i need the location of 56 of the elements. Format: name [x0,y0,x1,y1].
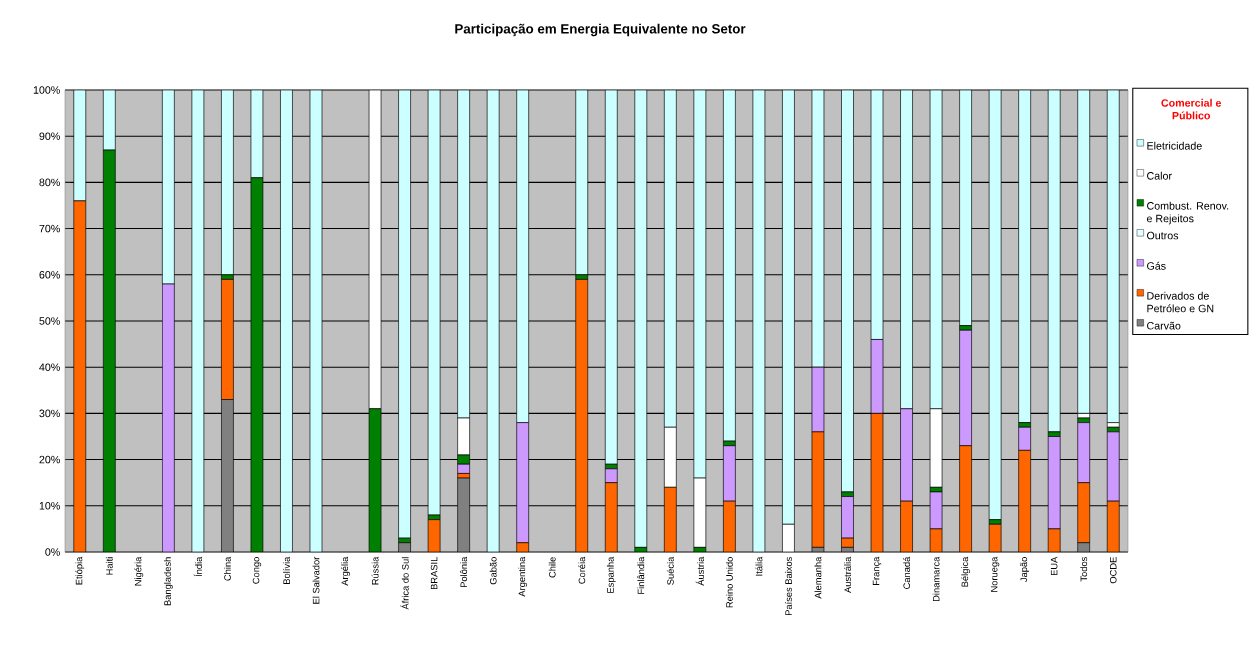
x-tick-label: Suécia [666,556,674,585]
y-tick-label: 80% [39,178,60,187]
x-tick-label: Dinamarca [932,556,940,602]
x-tick-label: Bolívia [283,556,290,584]
y-tick-label: 100% [33,86,60,94]
y-tick-label: 20% [39,455,60,464]
y-tick-label: 50% [39,317,60,325]
x-tick-label: Áustria [695,556,704,586]
legend-label: Eletricidade [1147,141,1202,150]
x-tick-label: Argélia [341,556,350,586]
legend-label: Carvão [1147,321,1181,330]
legend-label: Combust. Renov. e Rejeitos [1146,201,1229,225]
x-tick-label: Japão [1020,557,1029,582]
x-tick-label: Etiópia [75,556,85,585]
x-tick-label: Índia [193,556,202,577]
x-tick-label: França [872,556,882,585]
x-tick-label: Rússia [371,556,379,585]
y-tick-label: 40% [39,363,60,371]
legend-label: Gás [1147,261,1166,270]
legend-label: Outros [1147,231,1179,240]
x-tick-label: Todos [1080,557,1088,582]
x-tick-label: Reino Unido [725,557,733,608]
x-tick-label: África do Sul [400,557,409,610]
x-tick-label: EUA [1050,556,1058,576]
x-tick-label: Argentina [518,556,528,597]
x-tick-label: Bélgica [961,556,971,587]
x-tick-label: Austrália [844,556,851,593]
x-tick-label: Espanha [606,556,616,593]
x-tick-label: Itália [755,556,763,576]
legend-title: Comercial e Público [1161,98,1222,120]
x-tick-label: Países Baixos [784,557,792,616]
x-tick-label: BRASIL [430,557,438,590]
x-tick-label: Congo [252,557,262,584]
x-tick-label: Noruega [990,556,1000,592]
legend-label: Derivados de Petróleo e GN [1147,291,1214,313]
x-tick-label: Chile [548,557,556,578]
x-tick-label: OCDE [1109,557,1117,584]
y-tick-label: 30% [39,409,60,418]
y-tick-label: 10% [39,502,60,510]
x-tick-label: Canadá [903,556,911,589]
x-tick-label: Polônia [460,556,468,588]
x-tick-label: Haiti [105,557,113,575]
x-tick-label: Alemanha [814,556,822,599]
x-tick-label: Coréia [578,556,586,584]
x-tick-label: China [223,556,231,581]
legend-label: Calor [1147,171,1172,180]
chart-title: Participação em Energia Equivalente no Setor [455,23,746,37]
y-tick-label: 70% [39,224,60,233]
x-tick-label: Gabão [489,557,497,585]
y-tick-label: 90% [39,132,60,140]
y-tick-label: 60% [39,271,60,279]
x-tick-label: Nigéria [134,556,144,586]
y-tick-label: 0% [45,548,60,556]
x-tick-label: Finlândia [637,556,645,594]
x-tick-label: El Salvador [312,556,320,604]
x-tick-label: Bangladesh [164,557,173,606]
